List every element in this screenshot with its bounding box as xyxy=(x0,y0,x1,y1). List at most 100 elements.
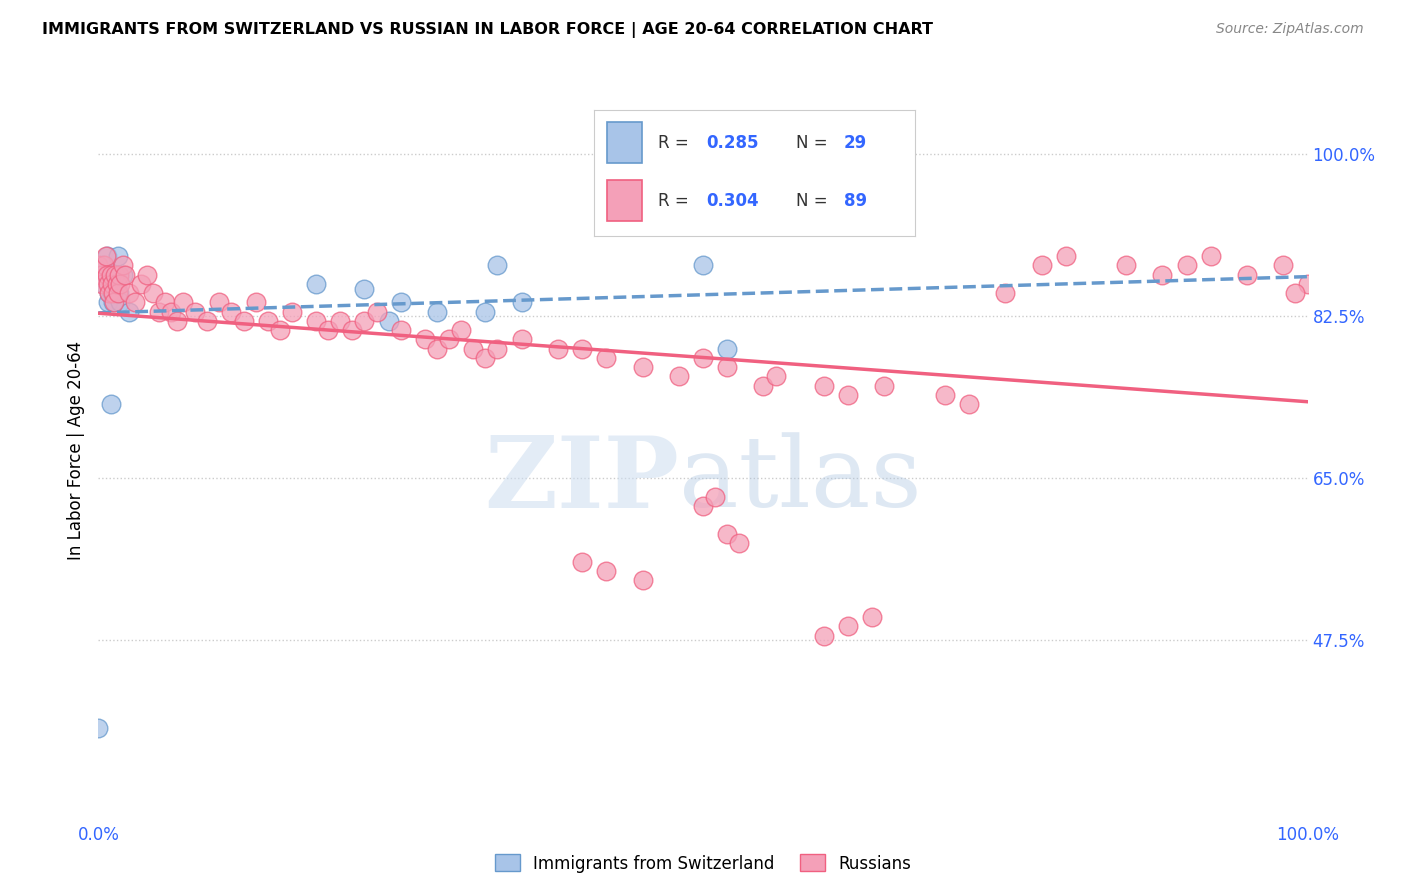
Point xyxy=(94,268,117,282)
Point xyxy=(107,249,129,263)
Point xyxy=(111,259,134,273)
Point xyxy=(118,286,141,301)
Point xyxy=(96,249,118,263)
Point xyxy=(100,268,122,282)
Point xyxy=(98,286,121,301)
Point xyxy=(860,610,883,624)
Point xyxy=(166,314,188,328)
Point xyxy=(571,342,593,356)
Point xyxy=(329,314,352,328)
Point xyxy=(87,721,110,735)
Point xyxy=(90,268,112,282)
Point xyxy=(103,295,125,310)
Point xyxy=(353,281,375,295)
Point xyxy=(1152,268,1174,282)
Point xyxy=(631,360,654,375)
Point xyxy=(114,268,136,282)
Point xyxy=(934,388,956,402)
Point xyxy=(353,314,375,328)
Point xyxy=(1236,268,1258,282)
Text: Source: ZipAtlas.com: Source: ZipAtlas.com xyxy=(1216,22,1364,37)
Point xyxy=(118,304,141,318)
Point xyxy=(389,323,412,337)
Point xyxy=(1199,249,1222,263)
Point xyxy=(510,332,533,346)
Point xyxy=(98,286,121,301)
Point xyxy=(108,286,131,301)
Point xyxy=(94,249,117,263)
Point xyxy=(486,342,509,356)
Point xyxy=(957,397,980,411)
Point xyxy=(377,314,399,328)
Point xyxy=(281,304,304,318)
Point xyxy=(195,314,218,328)
Point xyxy=(1175,259,1198,273)
Point xyxy=(437,332,460,346)
Point xyxy=(704,490,727,504)
Point xyxy=(101,295,124,310)
Point xyxy=(124,295,146,310)
Point xyxy=(97,295,120,310)
Text: IMMIGRANTS FROM SWITZERLAND VS RUSSIAN IN LABOR FORCE | AGE 20-64 CORRELATION CH: IMMIGRANTS FROM SWITZERLAND VS RUSSIAN I… xyxy=(42,22,934,38)
Point xyxy=(305,314,328,328)
Point xyxy=(160,304,183,318)
Point xyxy=(1272,259,1295,273)
Point xyxy=(994,286,1017,301)
Point xyxy=(108,295,131,310)
Point xyxy=(93,259,115,273)
Point xyxy=(96,268,118,282)
Y-axis label: In Labor Force | Age 20-64: In Labor Force | Age 20-64 xyxy=(66,341,84,560)
Point xyxy=(232,314,254,328)
Point xyxy=(245,295,267,310)
Point xyxy=(111,268,134,282)
Point xyxy=(716,360,738,375)
Point xyxy=(108,277,131,291)
Point xyxy=(100,397,122,411)
Point xyxy=(342,323,364,337)
Point xyxy=(93,277,115,291)
Point xyxy=(256,314,278,328)
Point xyxy=(716,342,738,356)
Point xyxy=(91,259,114,273)
Point xyxy=(100,286,122,301)
Point xyxy=(142,286,165,301)
Point xyxy=(104,277,127,291)
Point xyxy=(100,268,122,282)
Point xyxy=(148,304,170,318)
Point xyxy=(413,332,436,346)
Point xyxy=(221,304,243,318)
Point xyxy=(316,323,339,337)
Point xyxy=(631,573,654,587)
Point xyxy=(426,304,449,318)
Point xyxy=(813,378,835,392)
Text: ZIP: ZIP xyxy=(484,432,679,529)
Point xyxy=(813,629,835,643)
Point xyxy=(107,286,129,301)
Point xyxy=(135,268,157,282)
Point xyxy=(97,277,120,291)
Point xyxy=(103,268,125,282)
Point xyxy=(101,286,124,301)
Point xyxy=(91,277,114,291)
Legend: Immigrants from Switzerland, Russians: Immigrants from Switzerland, Russians xyxy=(488,847,918,880)
Point xyxy=(692,351,714,365)
Point xyxy=(208,295,231,310)
Text: atlas: atlas xyxy=(679,433,921,528)
Point xyxy=(389,295,412,310)
Point xyxy=(716,526,738,541)
Point xyxy=(486,259,509,273)
Point xyxy=(571,554,593,569)
Point xyxy=(305,277,328,291)
Point xyxy=(1115,259,1137,273)
Point xyxy=(692,259,714,273)
Point xyxy=(269,323,291,337)
Point xyxy=(474,351,496,365)
Point xyxy=(668,369,690,384)
Point xyxy=(595,564,617,578)
Point xyxy=(873,378,896,392)
Point xyxy=(105,268,128,282)
Point xyxy=(837,388,859,402)
Point xyxy=(692,499,714,513)
Point xyxy=(366,304,388,318)
Point xyxy=(100,277,122,291)
